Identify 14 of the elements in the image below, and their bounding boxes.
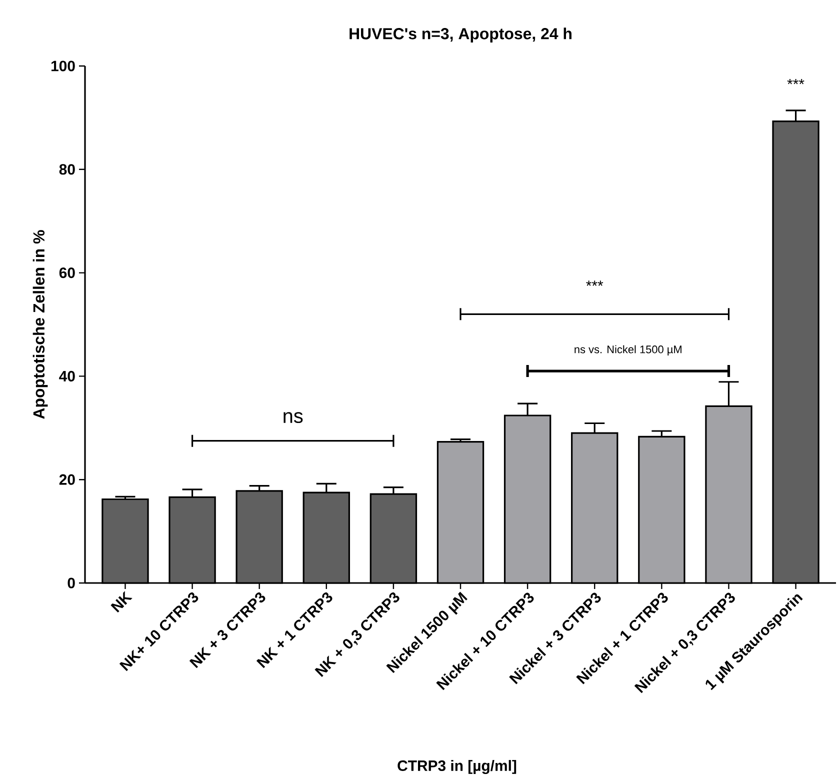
y-tick-label: 40 [59, 370, 75, 382]
y-axis-title: Apoptotische Zellen in % [32, 230, 48, 419]
annotation: *** [787, 78, 804, 84]
x-tick-label: NK [110, 591, 132, 613]
y-tick-label: 80 [59, 164, 75, 175]
y-tick-label: 20 [59, 474, 75, 485]
y-tick-label: 60 [59, 268, 75, 278]
y-tick-label: 100 [51, 60, 75, 72]
x-axis-title: CTRP3 in [µg/ml] [398, 760, 516, 774]
annotation: ns [284, 412, 303, 424]
y-tick-label: 0 [68, 578, 75, 588]
annotation: ns vs. Nickel 1500 µM [574, 345, 682, 356]
annotation: *** [586, 280, 604, 286]
chart-title: HUVEC's n=3, Apoptose, 24 h [350, 28, 572, 42]
